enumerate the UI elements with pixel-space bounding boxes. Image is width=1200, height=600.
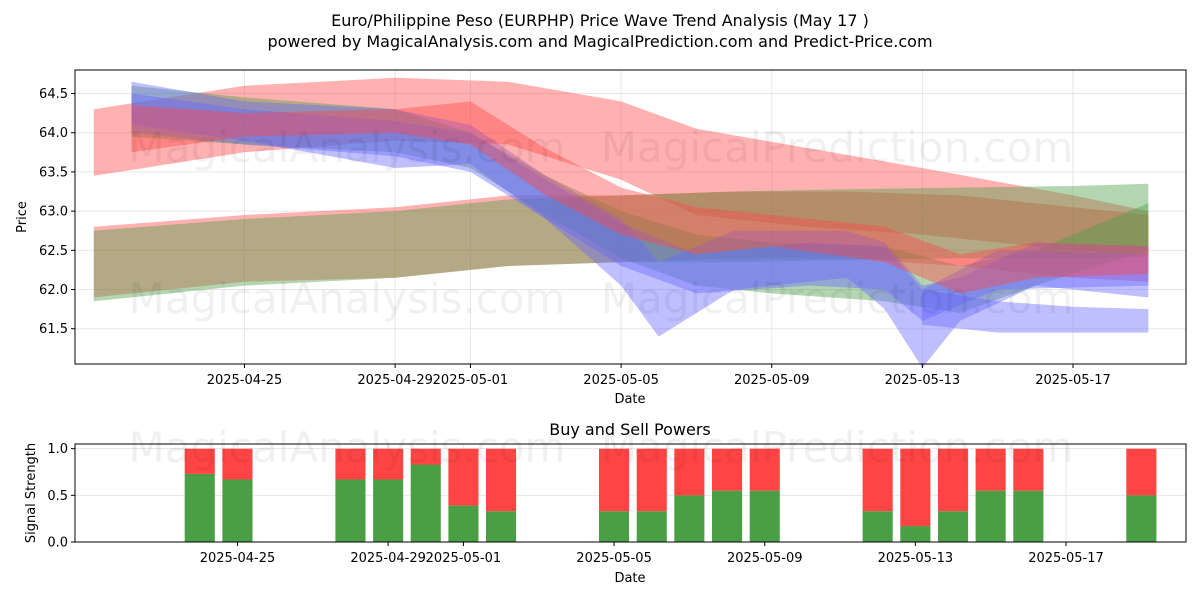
wave-band-blue-6	[922, 289, 1149, 333]
buy-bar	[335, 479, 366, 542]
price-x-tick-label: 2025-05-09	[734, 373, 810, 388]
price-x-tick-label: 2025-04-25	[207, 373, 283, 388]
signal-y-tick-label: 1.0	[47, 442, 68, 457]
buy-bar	[975, 490, 1006, 542]
price-x-tick-label: 2025-05-05	[583, 373, 659, 388]
price-y-tick-label: 62.0	[39, 283, 68, 298]
buy-bar	[184, 473, 215, 542]
watermark-prediction-3: MagicalPrediction.com	[601, 423, 1074, 472]
buy-bar	[599, 511, 630, 542]
sell-bar	[486, 448, 517, 512]
signal-panel: Buy and Sell Powers MagicalAnalysis.com …	[24, 420, 1187, 586]
buy-bar	[636, 511, 667, 542]
signal-x-tick-label: 2025-04-25	[200, 551, 276, 566]
chart-subtitle: powered by MagicalAnalysis.com and Magic…	[267, 32, 932, 51]
watermark-prediction-2: MagicalPrediction.com	[601, 274, 1074, 323]
sell-bar	[674, 448, 705, 496]
buy-bar	[1126, 495, 1157, 542]
sell-bar	[636, 448, 667, 512]
sell-bar	[712, 448, 743, 491]
price-y-tick-label: 63.5	[39, 165, 68, 180]
price-x-tick-label: 2025-04-29	[357, 373, 433, 388]
buy-bar	[222, 479, 253, 542]
buy-bar	[410, 464, 441, 542]
buy-bar	[712, 490, 743, 542]
price-x-tick-label: 2025-05-13	[885, 373, 961, 388]
price-grid	[75, 70, 1186, 364]
sell-bar	[222, 448, 253, 480]
buy-bar	[486, 511, 517, 542]
watermark-analysis-3: MagicalAnalysis.com	[129, 423, 566, 472]
chart-title: Euro/Philippine Peso (EURPHP) Price Wave…	[331, 11, 869, 30]
sell-bar	[749, 448, 780, 491]
price-bands	[93, 77, 1149, 368]
wave-band-red-1	[93, 191, 1149, 298]
buy-bar	[938, 511, 969, 542]
buy-bar	[862, 511, 893, 542]
buy-bar	[1013, 490, 1044, 542]
buy-bar	[674, 495, 705, 542]
watermark-analysis-2: MagicalAnalysis.com	[129, 274, 566, 323]
signal-y-tick-label: 0.0	[47, 536, 68, 551]
wave-band-red-0	[93, 77, 1149, 255]
sell-bar	[448, 448, 479, 506]
price-y-tick-label: 64.0	[39, 126, 68, 141]
price-x-tick-label: 2025-05-01	[433, 373, 509, 388]
price-panel: MagicalAnalysis.com MagicalPrediction.co…	[15, 69, 1187, 407]
sell-bar	[900, 448, 931, 527]
wave-band-blue-5	[131, 93, 1149, 321]
sell-bar	[410, 448, 441, 465]
sell-bar	[1013, 448, 1044, 491]
signal-bars	[184, 448, 1157, 542]
price-x-axis-label: Date	[614, 392, 645, 407]
buy-bar	[373, 479, 404, 542]
price-x-ticks: 2025-04-25 2025-04-29 2025-05-01 2025-05-05…	[207, 364, 1111, 388]
price-y-axis-label: Price	[15, 201, 30, 233]
price-y-tick-label: 61.5	[39, 322, 68, 337]
signal-x-tick-label: 2025-05-09	[727, 551, 803, 566]
wave-band-blue-4	[131, 81, 1149, 368]
signal-x-axis-label: Date	[614, 571, 645, 586]
signal-plot-frame	[74, 443, 1187, 543]
price-y-ticks: 61.5 62.0 62.5 63.0 63.5 64.0 64.5	[39, 87, 75, 337]
signal-x-ticks: 2025-04-25 2025-04-29 2025-05-01 2025-05-05…	[200, 542, 1104, 566]
sell-bar	[975, 448, 1006, 491]
signal-y-ticks: 0.0 0.5 1.0	[47, 442, 75, 551]
price-y-tick-label: 62.5	[39, 244, 68, 259]
buy-bar	[749, 490, 780, 542]
watermark-analysis: MagicalAnalysis.com	[129, 123, 566, 172]
wave-band-red-7	[131, 101, 1149, 294]
sell-bar	[1126, 448, 1157, 496]
price-plot-frame	[74, 69, 1187, 365]
signal-x-tick-label: 2025-05-17	[1028, 551, 1104, 566]
price-y-tick-label: 64.5	[39, 87, 68, 102]
signal-chart-title: Buy and Sell Powers	[549, 420, 711, 439]
signal-y-tick-label: 0.5	[47, 489, 68, 504]
sell-bar	[335, 448, 366, 480]
signal-x-tick-label: 2025-04-29	[350, 551, 426, 566]
price-y-tick-label: 63.0	[39, 205, 68, 220]
signal-x-tick-label: 2025-05-01	[426, 551, 502, 566]
price-x-tick-label: 2025-05-17	[1035, 373, 1111, 388]
sell-bar	[938, 448, 969, 512]
sell-bar	[599, 448, 630, 512]
wave-band-green-2	[93, 183, 1149, 302]
wave-band-green-3	[131, 85, 1149, 313]
sell-bar	[184, 448, 215, 474]
signal-y-axis-label: Signal Strength	[24, 443, 39, 543]
sell-bar	[862, 448, 893, 512]
buy-bar	[448, 505, 479, 542]
signal-x-tick-label: 2025-05-13	[878, 551, 954, 566]
signal-x-tick-label: 2025-05-05	[576, 551, 652, 566]
watermark-prediction: MagicalPrediction.com	[601, 123, 1074, 172]
buy-bar	[900, 526, 931, 542]
sell-bar	[373, 448, 404, 480]
